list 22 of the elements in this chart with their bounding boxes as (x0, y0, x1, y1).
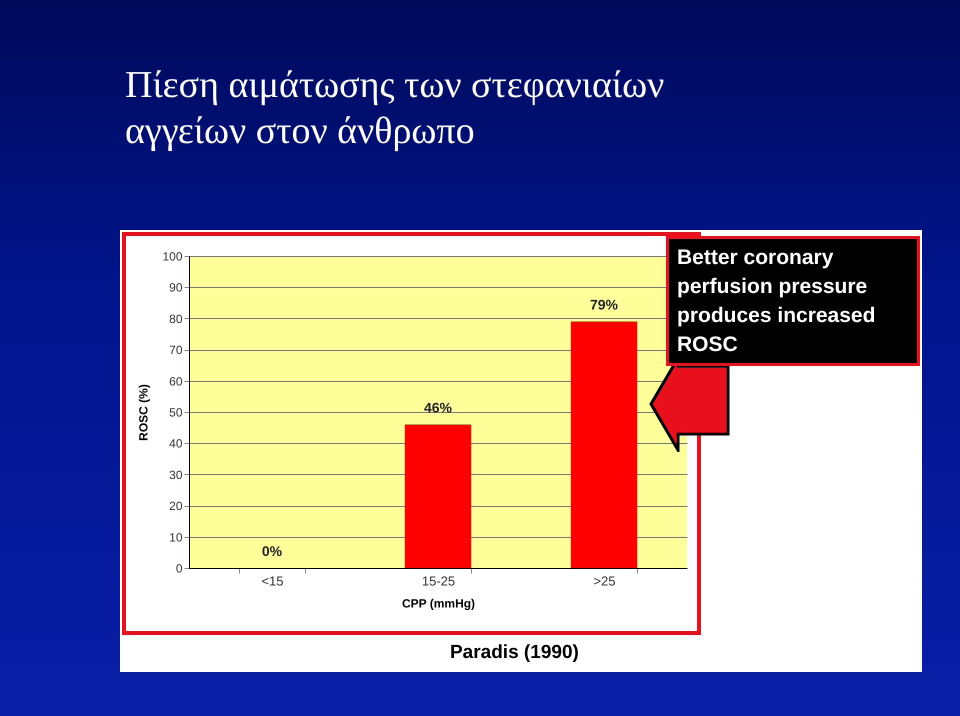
data-label: 46% (424, 399, 453, 416)
y-tick-label: 0 (176, 562, 183, 576)
x-tick-label: 15-25 (422, 574, 456, 588)
y-tick-label: 50 (169, 406, 183, 420)
x-tick-label: <15 (261, 574, 284, 588)
text: Paradis (1990) (450, 642, 579, 664)
data-label: 79% (590, 296, 619, 313)
annotation: Better coronary perfusion pressure produces increased ROSC (666, 236, 920, 366)
y-tick-label: 20 (169, 499, 183, 514)
y-tick-label: 30 (169, 468, 183, 482)
x-axis-title: CPP (mmHg) (402, 596, 476, 610)
y-tick-label: 60 (169, 374, 183, 388)
data-label: 0% (262, 543, 283, 559)
y-tick-label: 40 (169, 436, 183, 451)
x-tick-label: >25 (593, 574, 616, 588)
y-tick-label: 90 (169, 280, 183, 295)
y-tick-label: 100 (162, 250, 183, 264)
chart-title: Πίεση αιμάτωσης των στεφανιαίων αγγείων στον άνθρωπο (125, 63, 666, 154)
y-axis-title: ROSC (%) (136, 384, 150, 441)
y-tick-label: 70 (169, 343, 183, 358)
y-tick-label: 10 (169, 530, 183, 544)
y-tick-label: 80 (169, 312, 183, 326)
